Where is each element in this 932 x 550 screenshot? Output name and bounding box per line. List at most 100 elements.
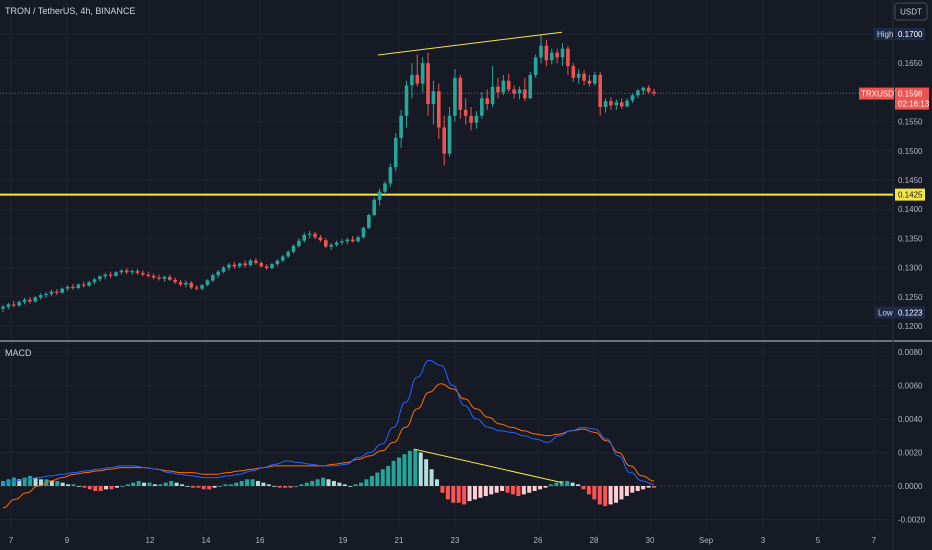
candle-body xyxy=(490,86,495,105)
macd-tick-label: 0.0000 xyxy=(898,482,923,491)
candle-body xyxy=(76,284,81,289)
histogram-bar xyxy=(559,480,564,486)
candle-body xyxy=(587,80,592,84)
histogram-bar xyxy=(581,486,586,490)
histogram-bar xyxy=(109,486,114,490)
candle-body xyxy=(625,100,629,107)
currency-label: USDT xyxy=(900,8,922,17)
histogram-bar xyxy=(641,486,646,490)
candle-body xyxy=(372,199,377,216)
histogram-bar xyxy=(462,486,467,505)
histogram-bar xyxy=(185,486,190,487)
histogram-bar xyxy=(125,484,130,486)
candle-body xyxy=(324,240,328,247)
macd-divergence-line[interactable] xyxy=(413,448,563,484)
histogram-bar xyxy=(359,482,364,486)
low-tag xyxy=(875,306,895,319)
histogram-bar xyxy=(11,477,16,486)
candle-body xyxy=(157,277,161,279)
candle-body xyxy=(539,45,543,58)
symbol-title: TRON / TetherUS, 4h, BINANCE xyxy=(5,6,135,16)
time-tick-label: 12 xyxy=(146,536,155,545)
histogram-bar xyxy=(207,486,212,490)
histogram-bar xyxy=(576,484,581,486)
histogram-bar xyxy=(429,469,434,486)
candle-body xyxy=(286,251,290,257)
histogram-bar xyxy=(592,486,597,500)
candle-body xyxy=(141,272,145,275)
candle-body xyxy=(340,241,344,243)
candle-body xyxy=(49,291,54,294)
candle-body xyxy=(420,63,425,84)
histogram-bar xyxy=(22,477,27,486)
histogram-bar xyxy=(456,486,461,503)
histogram-bar xyxy=(532,486,537,492)
histogram-bar xyxy=(245,479,250,486)
histogram-bar xyxy=(472,486,477,500)
candle-body xyxy=(87,282,91,286)
histogram-bar xyxy=(1,480,5,486)
histogram-bar xyxy=(342,484,347,486)
histogram-bar xyxy=(17,479,22,486)
histogram-bar xyxy=(527,486,532,493)
histogram-bar xyxy=(597,486,602,505)
histogram-bar xyxy=(66,484,71,486)
candle-body xyxy=(630,95,635,101)
candle-body xyxy=(270,264,274,269)
price-tick-label: 0.1250 xyxy=(898,293,923,302)
candle-body xyxy=(383,183,387,192)
candle-body xyxy=(237,263,242,267)
price-trendline[interactable] xyxy=(377,31,563,56)
candle-body xyxy=(232,264,237,267)
time-tick-label: Sep xyxy=(699,536,714,545)
candle-body xyxy=(560,48,565,58)
histogram-bar xyxy=(218,486,222,487)
histogram-bar xyxy=(652,486,656,488)
candle-body xyxy=(264,266,269,269)
histogram-bar xyxy=(603,486,608,507)
histogram-bar xyxy=(28,475,33,486)
candle-body xyxy=(28,299,32,302)
time-axis[interactable]: 7 9 12 14 16 19 21 23 26 28 30 Sep 3 5 7 xyxy=(9,536,877,545)
candle-body xyxy=(533,57,538,75)
histogram-bar xyxy=(180,484,185,486)
candle-body xyxy=(388,167,393,184)
histogram-bar xyxy=(321,477,326,486)
histogram-bar xyxy=(158,484,163,486)
histogram-bar xyxy=(87,486,92,490)
candle-body xyxy=(614,102,619,106)
histogram-bar xyxy=(163,482,168,486)
candle-body xyxy=(356,237,360,242)
histogram-bar xyxy=(315,479,320,486)
histogram-bar xyxy=(391,460,396,486)
time-tick-label: 5 xyxy=(816,536,821,545)
histogram-bar xyxy=(543,486,548,488)
histogram-bar xyxy=(510,486,515,495)
candle-body xyxy=(517,89,522,94)
price-tick-label: 0.1350 xyxy=(898,234,923,243)
histogram-bar xyxy=(353,484,358,486)
macd-tick-label: 0.0080 xyxy=(898,348,923,357)
currency-button[interactable] xyxy=(894,2,928,21)
histogram-bar xyxy=(49,480,54,486)
high-value-tag xyxy=(895,28,925,40)
candle-body xyxy=(609,101,613,106)
candle-body xyxy=(404,85,409,116)
macd-tick-label: 0.0040 xyxy=(898,415,923,424)
candle-body xyxy=(221,267,226,272)
candle-body xyxy=(22,299,27,303)
candle-body xyxy=(17,302,21,306)
time-tick-label: 30 xyxy=(646,536,655,545)
histogram-bar xyxy=(348,486,353,487)
macd-axis[interactable]: 0.0080 0.0060 0.0040 0.0020 0.0000 -0.0020 xyxy=(898,348,926,525)
candle-body xyxy=(200,285,204,289)
candle-body xyxy=(415,74,420,84)
candle-body xyxy=(512,89,516,94)
candle-body xyxy=(442,127,446,154)
level-value: 0.1425 xyxy=(898,191,923,200)
histogram-bar xyxy=(169,480,174,486)
candle-body xyxy=(254,260,258,263)
